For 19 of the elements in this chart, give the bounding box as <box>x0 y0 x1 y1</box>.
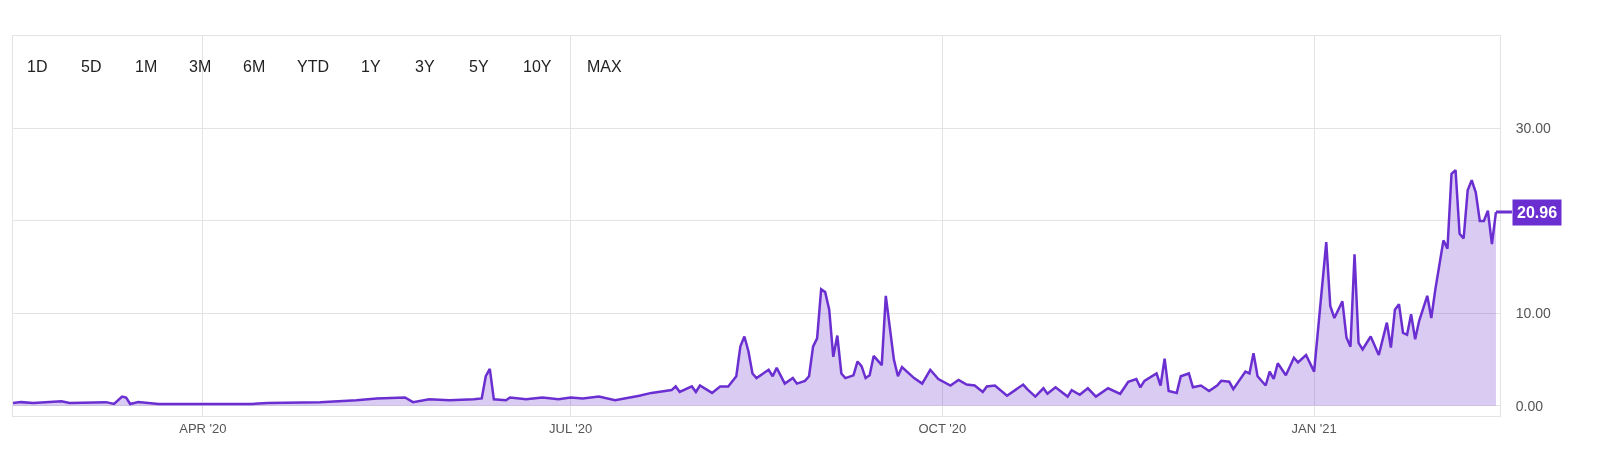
annotation: 20.96 <box>1517 204 1558 221</box>
annotation: 5Y <box>469 58 489 75</box>
y-tick-label: 30.00 <box>1515 120 1552 137</box>
annotation: 3Y <box>415 58 435 75</box>
y-tick-label: 10.00 <box>1515 305 1552 322</box>
x-tick-label: JAN '21 <box>1291 420 1337 436</box>
annotation: 1M <box>135 58 158 75</box>
annotation: 1D <box>27 58 48 75</box>
annotation: 6M <box>243 58 266 75</box>
annotation: 10Y <box>523 58 552 75</box>
y-tick-label: 0.00 <box>1515 397 1544 414</box>
annotation: YTD <box>297 58 329 75</box>
annotation: 1Y <box>361 58 381 75</box>
x-tick-label: JUL '20 <box>549 420 593 436</box>
annotation: 5D <box>81 58 102 75</box>
annotation: MAX <box>587 58 622 75</box>
x-tick-label: APR '20 <box>179 420 227 436</box>
x-tick-label: OCT '20 <box>918 420 967 436</box>
annotation: 3M <box>189 58 212 75</box>
